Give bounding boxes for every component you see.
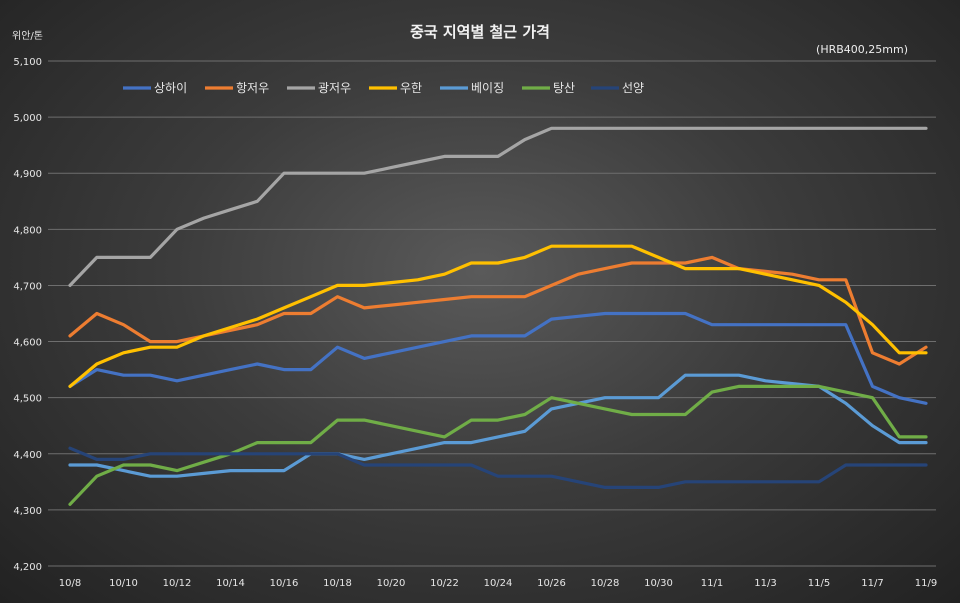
- y-axis-ticks: 4,200 4,300 4,400 4,500 4,600 4,700 4,800 4,900…: [13, 57, 42, 573]
- legend: 상하이 항저우 광저우 우한 베이징 탕산 선양: [123, 81, 644, 95]
- legend-label: 선양: [622, 81, 644, 95]
- y-axis-unit-label: 위안/톤: [12, 29, 43, 42]
- x-tick-label: 11/3: [754, 578, 776, 589]
- legend-label: 광저우: [318, 81, 351, 95]
- x-tick-label: 10/18: [323, 578, 352, 589]
- x-tick-label: 10/28: [591, 578, 620, 589]
- legend-label: 우한: [400, 81, 422, 95]
- series-lines: [68, 126, 928, 506]
- x-tick-label: 10/8: [59, 578, 81, 589]
- y-tick-label: 4,700: [13, 281, 42, 292]
- chart-title: 중국 지역별 철근 가격: [410, 23, 550, 41]
- x-tick-label: 11/9: [915, 578, 937, 589]
- x-tick-label: 10/10: [109, 578, 138, 589]
- x-tick-label: 11/5: [808, 578, 830, 589]
- x-tick-label: 10/26: [537, 578, 566, 589]
- y-tick-label: 4,200: [13, 562, 42, 573]
- legend-label: 탕산: [553, 81, 575, 95]
- y-tick-label: 4,900: [13, 169, 42, 180]
- chart-note: (HRB400,25mm): [816, 43, 908, 56]
- legend-label: 베이징: [471, 81, 504, 95]
- x-tick-label: 10/22: [430, 578, 459, 589]
- y-tick-label: 4,800: [13, 225, 42, 236]
- y-tick-label: 4,300: [13, 506, 42, 517]
- x-tick-label: 10/30: [644, 578, 673, 589]
- legend-label: 항저우: [236, 81, 269, 95]
- series-line-우한: [68, 244, 928, 388]
- gridlines: [48, 60, 936, 567]
- series-line-광저우: [68, 126, 928, 287]
- y-tick-label: 4,400: [13, 450, 42, 461]
- y-tick-label: 5,100: [13, 57, 42, 68]
- series-line-상하이: [68, 311, 928, 405]
- series-line-베이징: [68, 373, 928, 478]
- x-tick-label: 11/7: [861, 578, 883, 589]
- x-tick-label: 10/12: [163, 578, 192, 589]
- x-tick-label: 10/20: [377, 578, 406, 589]
- y-tick-label: 5,000: [13, 113, 42, 124]
- series-line-항저우: [68, 255, 928, 366]
- x-tick-label: 10/16: [270, 578, 299, 589]
- x-tick-label: 10/14: [216, 578, 245, 589]
- y-tick-label: 4,500: [13, 394, 42, 405]
- y-tick-label: 4,600: [13, 338, 42, 349]
- series-line-탕산: [68, 384, 928, 506]
- series-line-선양: [68, 446, 928, 489]
- x-axis-ticks: 10/8 10/10 10/12 10/14 10/16 10/18 10/20 10/22 1…: [59, 578, 937, 589]
- x-tick-label: 10/24: [484, 578, 513, 589]
- legend-label: 상하이: [154, 81, 187, 95]
- x-tick-label: 11/1: [701, 578, 723, 589]
